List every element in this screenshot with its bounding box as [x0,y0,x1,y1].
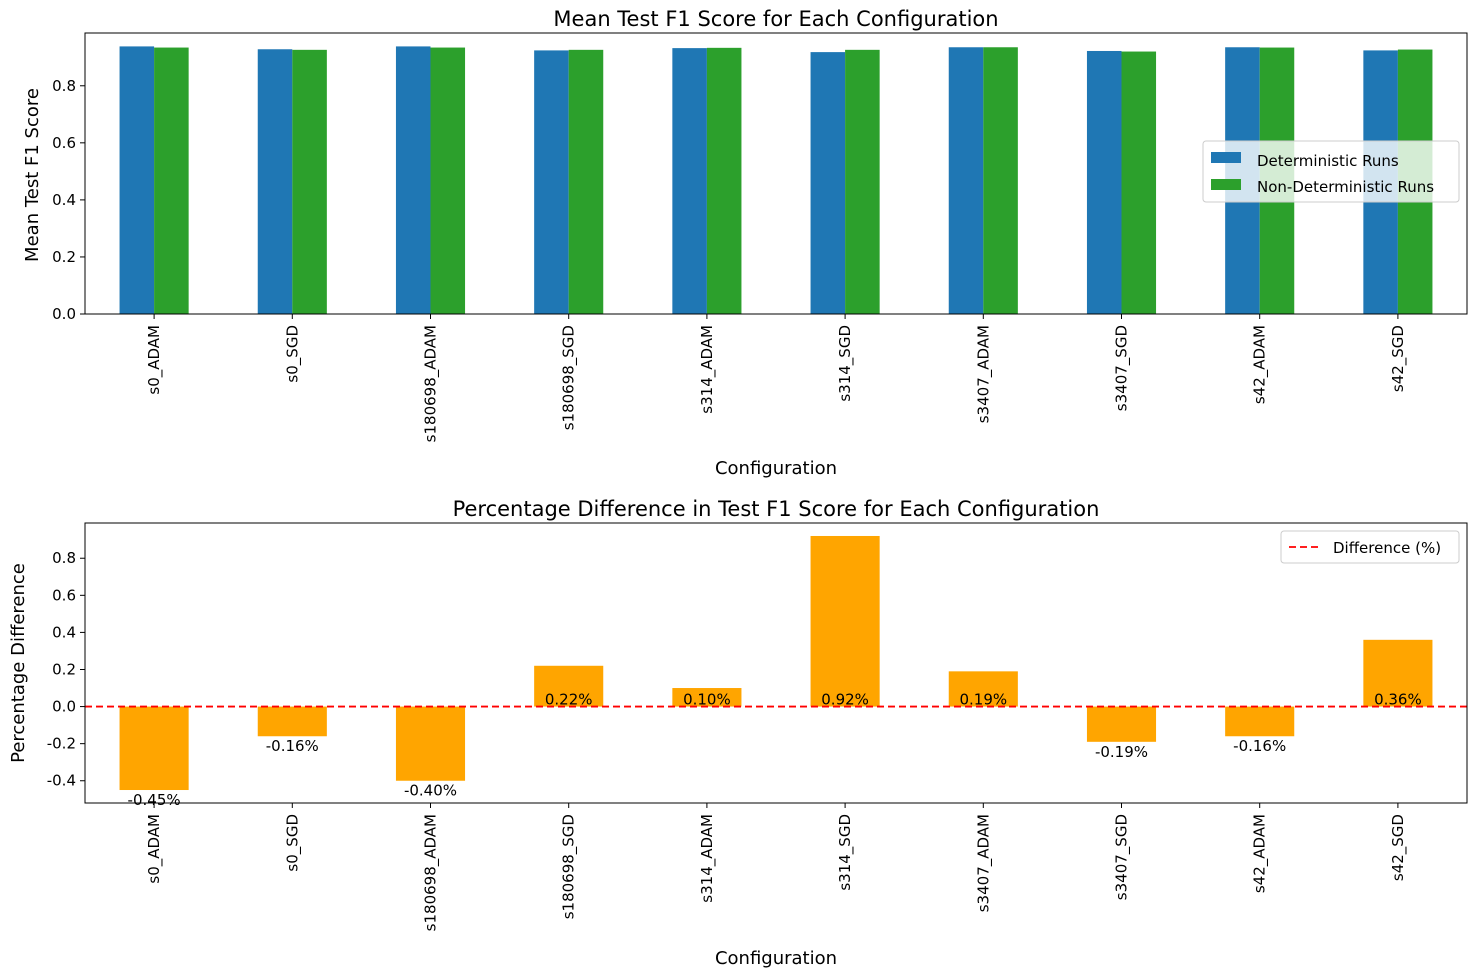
legend-label-deterministic: Deterministic Runs [1257,152,1399,170]
ytick-label: 0.4 [52,191,76,209]
data-label: 0.10% [683,691,731,709]
chart2-plot-frame [84,522,1468,804]
bar-difference-s42_SGD [1363,639,1433,707]
legend-label-difference: Difference (%) [1333,539,1441,557]
chart2-legend-box [1280,530,1460,564]
bar-deterministic-s180698_SGD [534,50,569,315]
xtick-label: s3407_ADAM [974,814,993,912]
data-label: -0.45% [128,791,181,809]
ytick-label: 0.8 [52,77,76,95]
bar-non-deterministic-s314_ADAM [706,47,742,314]
xtick-label: s180698_SGD [560,814,579,919]
bar-deterministic-s0_ADAM [119,46,155,314]
ytick-label: 0.4 [52,623,76,641]
ytick-label: -0.4 [47,772,76,790]
data-label: -0.16% [266,737,319,755]
bar-deterministic-s314_ADAM [672,48,707,315]
bar-non-deterministic-s0_SGD [292,49,327,314]
xtick-label: s3407_SGD [1113,325,1132,411]
bar-deterministic-s314_SGD [810,52,846,315]
xtick-label: s3407_SGD [1113,814,1132,900]
xtick-label: s0_ADAM [145,814,164,884]
chart2-ylabel: Percentage Difference [8,563,29,763]
chart2-title: Percentage Difference in Test F1 Score f… [453,497,1100,521]
legend-swatch-deterministic [1211,152,1241,163]
chart1-xlabel: Configuration [715,458,837,479]
bar-non-deterministic-s180698_SGD [568,49,604,314]
bar-deterministic-s3407_ADAM [948,47,984,314]
data-label: -0.16% [1233,737,1286,755]
bar-non-deterministic-s180698_ADAM [430,47,466,315]
xtick-label: s180698_ADAM [422,325,441,442]
data-label: 0.22% [545,691,593,709]
chart2-bars [119,535,1433,791]
data-label: -0.40% [404,782,457,800]
bar-non-deterministic-s314_SGD [845,49,880,314]
xtick-label: s180698_SGD [560,325,579,430]
bar-difference-s180698_SGD [534,665,604,707]
chart2-x-axis: s0_ADAM s0_SGD s180698_ADAM s180698_SGD s314… [145,803,1408,931]
chart1-title: Mean Test F1 Score for Each Configuratio… [553,7,998,31]
ytick-label: 0.2 [52,660,76,678]
bar-difference-s0_ADAM [119,706,189,791]
xtick-label: s314_ADAM [698,814,717,903]
xtick-label: s314_SGD [836,325,855,402]
bar-difference-s314_SGD [810,535,880,707]
ytick-label: 0.0 [52,305,76,323]
xtick-label: s314_SGD [836,814,855,891]
chart2-data-labels: -0.45% -0.16% -0.40% 0.22% 0.10% 0.92% 0.19% -0… [128,691,1422,809]
ytick-label: 0.2 [52,248,76,266]
chart1-y-axis: 0.0 0.2 0.4 0.6 0.8 [52,77,85,323]
chart2-y-axis: -0.4 -0.2 0.0 0.2 0.4 0.6 0.8 [47,549,85,790]
xtick-label: s314_ADAM [698,325,717,414]
bar-deterministic-s3407_SGD [1086,50,1122,314]
ytick-label: 0.0 [52,698,76,716]
bar-difference-s0_SGD [257,706,327,737]
chart1-legend: Deterministic Runs Non-Deterministic Run… [1202,140,1460,203]
data-label: 0.19% [959,691,1007,709]
xtick-label: s0_SGD [283,325,302,383]
ytick-label: -0.2 [47,735,76,753]
xtick-label: s3407_ADAM [974,325,993,423]
xtick-label: s0_ADAM [145,325,164,395]
bar-difference-s3407_SGD [1086,706,1157,742]
bar-difference-s180698_ADAM [395,706,466,781]
bar-deterministic-s180698_ADAM [395,46,431,314]
chart1-bars [119,46,1433,315]
data-label: 0.92% [821,691,869,709]
data-label: -0.19% [1095,743,1148,761]
bar-non-deterministic-s0_ADAM [154,47,189,315]
chart2-legend: Difference (%) [1280,530,1460,564]
data-label: 0.36% [1374,691,1422,709]
legend-swatch-non-deterministic [1211,179,1241,190]
ytick-label: 0.6 [52,586,76,604]
xtick-label: s42_ADAM [1251,814,1270,893]
bar-deterministic-s0_SGD [257,49,293,314]
xtick-label: s42_SGD [1389,814,1408,881]
bar-difference-s3407_ADAM [948,671,1018,707]
ytick-label: 0.8 [52,549,76,567]
percentage-difference-chart: Percentage Difference in Test F1 Score f… [8,497,1468,969]
bar-difference-s42_ADAM [1225,706,1295,737]
bar-non-deterministic-s3407_SGD [1121,51,1157,314]
chart1-x-axis: s0_ADAM s0_SGD s180698_ADAM s180698_SGD s314… [145,314,1408,442]
xtick-label: s42_ADAM [1251,325,1270,404]
ytick-label: 0.6 [52,134,76,152]
bar-non-deterministic-s3407_ADAM [983,47,1018,314]
bar-difference-s314_ADAM [672,688,742,707]
xtick-label: s42_SGD [1389,325,1408,392]
chart2-xlabel: Configuration [715,948,837,969]
chart1-plot-frame [84,32,1468,315]
xtick-label: s0_SGD [283,814,302,872]
legend-label-non-deterministic: Non-Deterministic Runs [1257,178,1434,196]
xtick-label: s180698_ADAM [422,814,441,931]
chart1-ylabel: Mean Test F1 Score [22,88,43,262]
chart1-legend-box [1202,140,1460,203]
mean-f1-chart: Mean Test F1 Score for Each Configuratio… [22,7,1468,479]
